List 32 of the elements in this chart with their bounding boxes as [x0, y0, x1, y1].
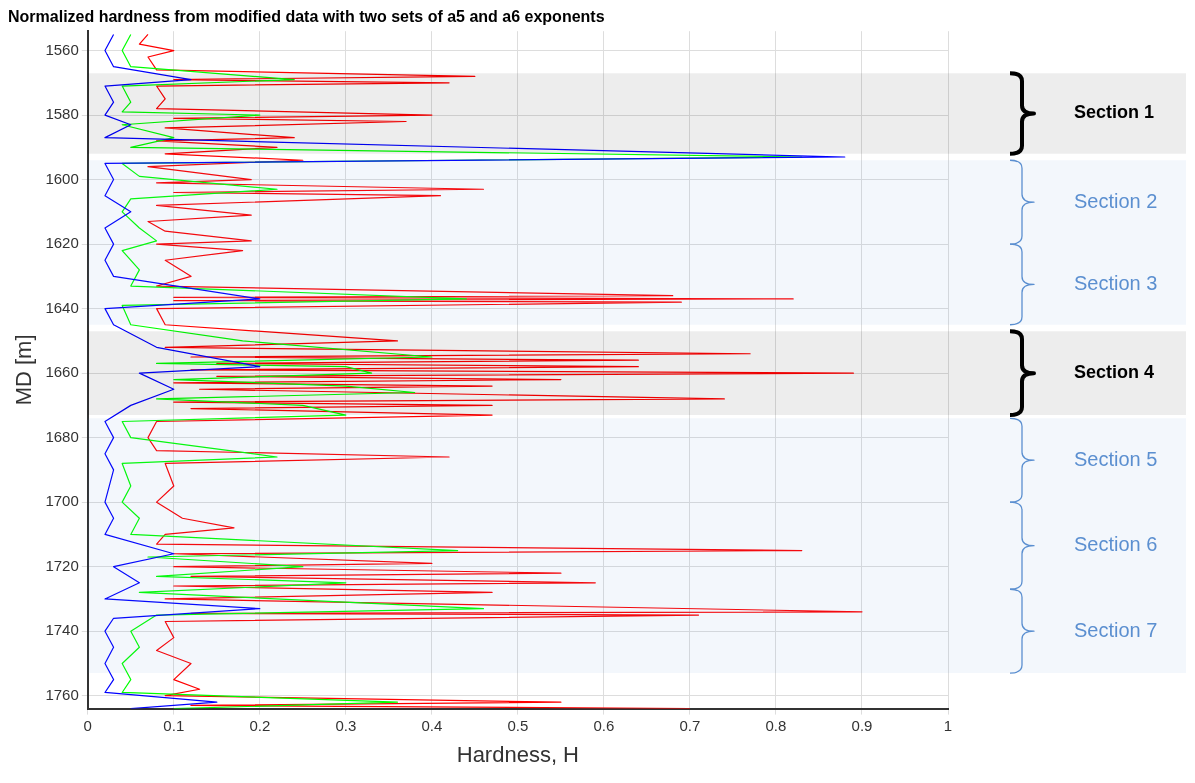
x-tick-label: 0.3 [335, 716, 357, 734]
y-tick-label: 1600 [45, 169, 79, 187]
y-axis-title: MD [m] [11, 334, 37, 406]
band-label: Section 7 [1074, 618, 1158, 641]
band-label: Section 1 [1074, 102, 1155, 123]
band-label: Section 2 [1074, 189, 1158, 212]
x-tick-label: 0.4 [421, 716, 443, 734]
y-tick-label: 1720 [45, 556, 79, 574]
x-tick-label: 0.7 [679, 716, 701, 734]
y-tick-label: 1760 [45, 685, 79, 703]
x-tick-label: 0 [83, 716, 92, 734]
x-tick-label: 0.2 [249, 716, 271, 734]
band-label: Section 4 [1074, 362, 1155, 383]
y-tick-label: 1580 [45, 105, 79, 123]
band-label: Section 6 [1074, 533, 1158, 556]
x-tick-label: 0.5 [507, 716, 529, 734]
y-tick-label: 1680 [45, 427, 79, 445]
y-tick-label: 1620 [45, 234, 79, 252]
y-tick-label: 1700 [45, 492, 79, 510]
x-axis-title: Hardness, H [456, 741, 580, 767]
y-tick-label: 1660 [45, 363, 79, 381]
band-label: Section 3 [1074, 271, 1158, 294]
y-tick-label: 1740 [45, 621, 79, 639]
band-label: Section 5 [1074, 447, 1158, 470]
x-tick-label: 0.8 [765, 716, 787, 734]
y-tick-label: 1640 [45, 298, 79, 316]
x-tick-label: 0.1 [163, 716, 185, 734]
x-tick-label: 0.9 [851, 716, 873, 734]
chart-title: Normalized hardness from modified data with two sets of a5 and a6 exponents [8, 8, 605, 26]
x-tick-label: 1 [943, 716, 953, 734]
x-tick-label: 0.6 [593, 716, 615, 734]
y-tick-label: 1560 [45, 40, 79, 58]
